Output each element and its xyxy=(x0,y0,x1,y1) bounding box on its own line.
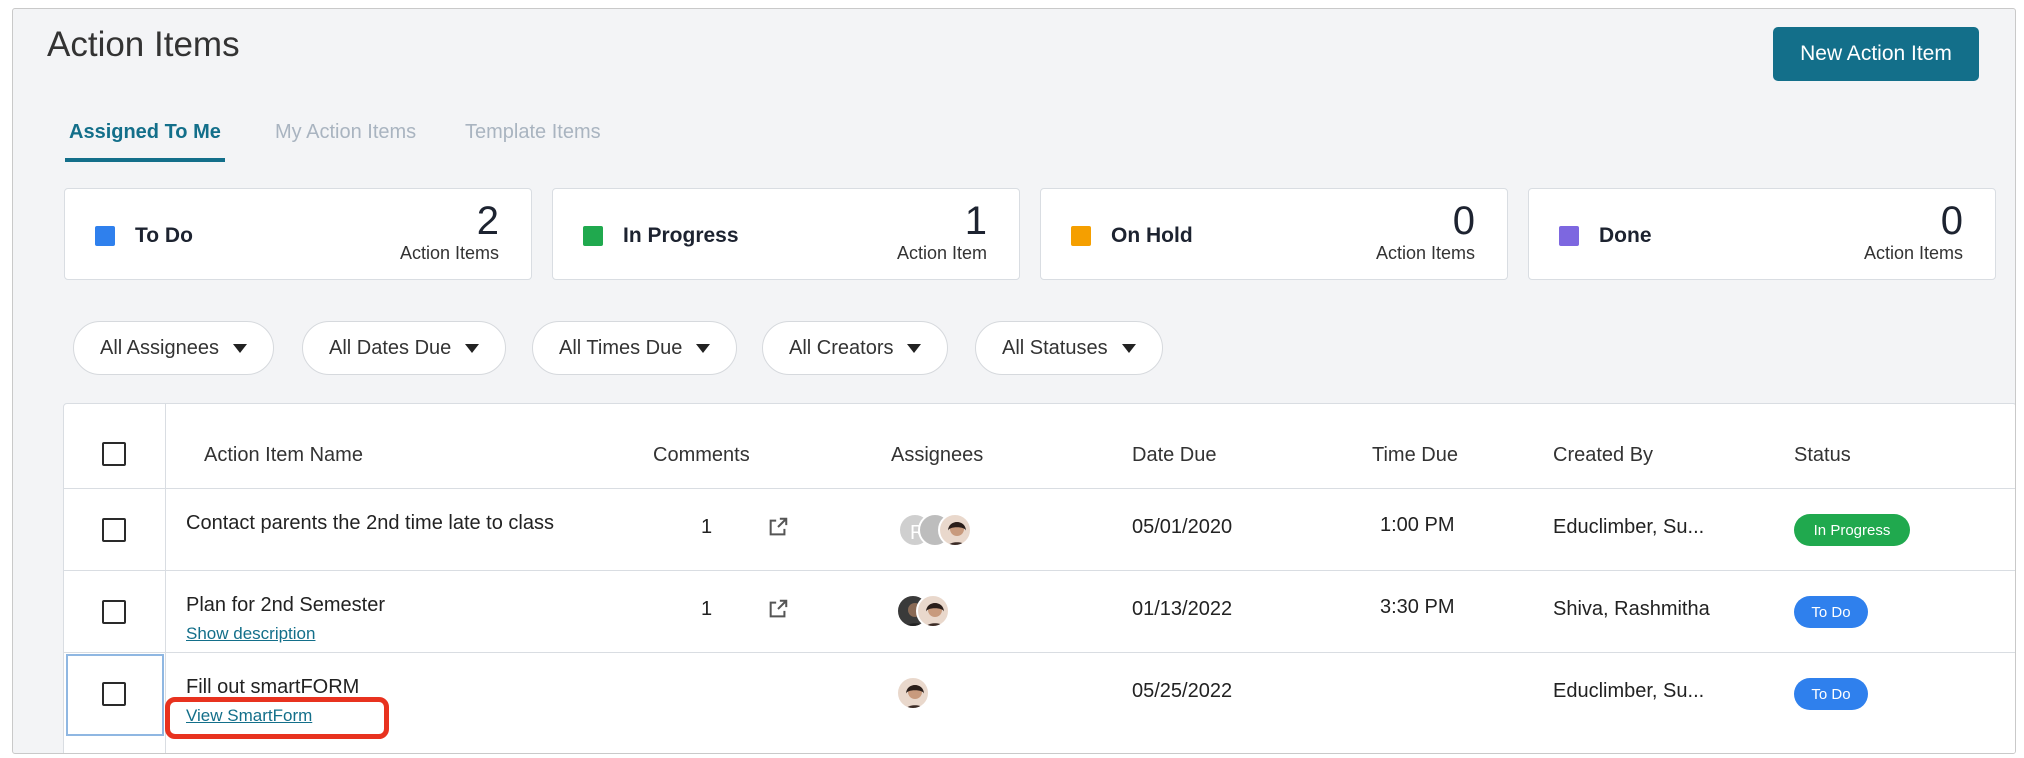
status-card-todo[interactable]: To Do 2 Action Items xyxy=(64,188,532,280)
filter-label: All Times Due xyxy=(559,336,683,359)
date-due: 01/13/2022 xyxy=(1132,598,1233,620)
caret-down-icon xyxy=(1121,343,1136,353)
avatar xyxy=(938,513,972,547)
status-card-on-hold[interactable]: On Hold 0 Action Items xyxy=(1040,188,1508,280)
row-checkbox[interactable] xyxy=(102,682,126,706)
show-description-link[interactable]: Show description xyxy=(186,624,316,643)
tab-template-items[interactable]: Template Items xyxy=(465,121,601,143)
caret-down-icon xyxy=(232,343,247,353)
date-due: 05/01/2020 xyxy=(1132,516,1233,538)
status-card-label: On Hold xyxy=(1111,224,1193,247)
created-by: Educlimber, Su... xyxy=(1553,680,1705,702)
filter-label: All Creators xyxy=(789,336,894,359)
select-all-checkbox[interactable] xyxy=(102,442,126,466)
caret-down-icon xyxy=(907,343,922,353)
action-items-table: Action Item Name Comments Assignees Date… xyxy=(63,403,2015,753)
status-card-label: In Progress xyxy=(623,224,739,247)
tab-assigned-to-me[interactable]: Assigned To Me xyxy=(65,121,225,162)
created-by: Shiva, Rashmitha xyxy=(1553,598,1710,620)
focus-ring xyxy=(66,654,164,736)
filter-creators[interactable]: All Creators xyxy=(762,321,949,375)
time-due: 1:00 PM xyxy=(1380,514,1455,536)
filter-label: All Dates Due xyxy=(329,336,452,359)
status-badge[interactable]: To Do xyxy=(1794,678,1868,710)
status-card-subtitle: Action Items xyxy=(1375,243,1475,263)
filter-label: All Statuses xyxy=(1002,336,1108,359)
status-card-count: 2 xyxy=(476,199,499,243)
checkbox-column xyxy=(64,404,166,753)
status-card-done[interactable]: Done 0 Action Items xyxy=(1528,188,1996,280)
row-checkbox[interactable] xyxy=(102,518,126,542)
action-item-name[interactable]: Contact parents the 2nd time late to cla… xyxy=(186,512,554,534)
column-header-assignees[interactable]: Assignees xyxy=(891,444,984,466)
status-card-count: 1 xyxy=(964,199,987,243)
status-card-label: To Do xyxy=(135,224,193,247)
status-badge[interactable]: In Progress xyxy=(1794,514,1910,546)
external-link-icon[interactable] xyxy=(767,598,789,620)
tab-my-action-items[interactable]: My Action Items xyxy=(275,121,417,143)
app-frame: Action Items New Action Item Assigned To… xyxy=(12,8,2016,754)
page-title: Action Items xyxy=(47,25,240,64)
filter-statuses[interactable]: All Statuses xyxy=(975,321,1163,375)
action-item-name[interactable]: Fill out smartFORM xyxy=(186,676,360,698)
column-header-time-due[interactable]: Time Due xyxy=(1372,444,1458,466)
status-card-label: Done xyxy=(1599,224,1652,247)
comment-count: 1 xyxy=(701,598,713,620)
column-header-name[interactable]: Action Item Name xyxy=(204,444,363,466)
column-header-created-by[interactable]: Created By xyxy=(1553,444,1654,466)
status-card-in-progress[interactable]: In Progress 1 Action Item xyxy=(552,188,1020,280)
status-card-subtitle: Action Items xyxy=(399,243,499,263)
column-header-date-due[interactable]: Date Due xyxy=(1132,444,1217,466)
status-card-subtitle: Action Items xyxy=(1863,243,1963,263)
annotation-highlight-box xyxy=(165,697,389,739)
column-header-comments[interactable]: Comments xyxy=(653,444,750,466)
filter-times-due[interactable]: All Times Due xyxy=(532,321,738,375)
caret-down-icon xyxy=(465,343,480,353)
avatar xyxy=(896,676,930,710)
caret-down-icon xyxy=(696,343,711,353)
on-hold-swatch-icon xyxy=(1071,226,1091,246)
filter-dates-due[interactable]: All Dates Due xyxy=(302,321,507,375)
row-divider xyxy=(64,570,2015,571)
external-link-icon[interactable] xyxy=(767,516,789,538)
done-swatch-icon xyxy=(1559,226,1579,246)
status-card-subtitle: Action Item xyxy=(896,243,987,263)
avatar xyxy=(916,594,950,628)
filter-label: All Assignees xyxy=(100,336,219,359)
comment-count: 1 xyxy=(701,516,713,538)
status-badge[interactable]: To Do xyxy=(1794,596,1868,628)
created-by: Educlimber, Su... xyxy=(1553,516,1705,538)
status-card-count: 0 xyxy=(1940,199,1963,243)
time-due: 3:30 PM xyxy=(1380,596,1455,618)
in-progress-swatch-icon xyxy=(583,226,603,246)
action-item-name[interactable]: Plan for 2nd Semester xyxy=(186,594,385,616)
column-header-status[interactable]: Status xyxy=(1794,444,1851,466)
new-action-item-button[interactable]: New Action Item xyxy=(1773,27,1979,81)
row-divider xyxy=(64,652,2015,653)
row-checkbox[interactable] xyxy=(102,600,126,624)
todo-swatch-icon xyxy=(95,226,115,246)
filter-assignees[interactable]: All Assignees xyxy=(73,321,274,375)
row-divider xyxy=(64,488,2015,489)
date-due: 05/25/2022 xyxy=(1132,680,1233,702)
view-smartform-link[interactable]: View SmartForm xyxy=(186,706,313,725)
status-card-count: 0 xyxy=(1452,199,1475,243)
